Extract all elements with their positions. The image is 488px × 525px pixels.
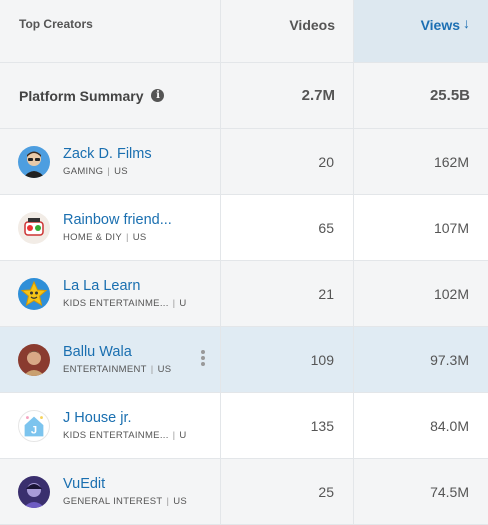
creator-views: 162M — [354, 129, 488, 195]
column-header-label: Views — [420, 17, 460, 33]
creator-views: 102M — [354, 261, 488, 327]
meta-separator: | — [107, 166, 111, 177]
creator-videos: 109 — [221, 327, 354, 393]
creator-country: U — [179, 430, 187, 441]
table-row-creator[interactable]: Rainbow friend... HOME & DIY | US — [0, 195, 221, 261]
table-row-creator[interactable]: VuEdit GENERAL INTEREST | US — [0, 459, 221, 525]
creator-country: US — [114, 166, 128, 177]
creator-views: 84.0M — [354, 393, 488, 459]
creator-info: J House jr. KIDS ENTERTAINME... | U — [63, 410, 187, 441]
creator-category: GENERAL INTEREST — [63, 496, 163, 507]
platform-summary-videos: 2.7M — [221, 63, 354, 129]
platform-summary-label: Platform Summary — [19, 87, 144, 104]
meta-separator: | — [125, 232, 129, 243]
person-face-icon — [23, 350, 45, 376]
creator-name-link[interactable]: La La Learn — [63, 278, 141, 294]
creator-views: 107M — [354, 195, 488, 261]
creator-videos: 21 — [221, 261, 354, 327]
creator-views: 97.3M — [354, 327, 488, 393]
meta-separator: | — [150, 364, 154, 375]
avatar — [18, 343, 50, 376]
creator-info: VuEdit GENERAL INTEREST | US — [63, 476, 187, 507]
creator-videos: 135 — [221, 393, 354, 459]
rainbow-friends-icon — [24, 217, 44, 236]
creator-category: GAMING — [63, 166, 104, 177]
avatar — [18, 277, 50, 310]
creator-country: US — [157, 364, 172, 375]
table-row-creator[interactable]: Ballu Wala ENTERTAINMENT | US — [0, 327, 221, 393]
creator-country: US — [173, 496, 188, 507]
creator-meta: KIDS ENTERTAINME... | U — [63, 298, 187, 309]
creator-category: KIDS ENTERTAINME... — [63, 430, 169, 441]
creator-info: La La Learn KIDS ENTERTAINME... | U — [63, 278, 187, 309]
table-row-creator[interactable]: J J House jr. KIDS ENTERTAINME... | U — [0, 393, 221, 459]
meta-separator: | — [166, 496, 170, 507]
avatar — [18, 475, 50, 508]
person-face-icon — [23, 151, 45, 178]
house-j-icon: J — [24, 415, 44, 436]
column-header-label: Videos — [289, 17, 335, 33]
creator-info: Zack D. Films GAMING | US — [63, 146, 152, 177]
meta-separator: | — [172, 430, 176, 441]
svg-text:J: J — [31, 424, 37, 436]
creator-name-link[interactable]: Rainbow friend... — [63, 212, 172, 228]
creator-info: Rainbow friend... HOME & DIY | US — [63, 212, 172, 243]
creator-category: HOME & DIY — [63, 232, 122, 243]
creator-name-link[interactable]: VuEdit — [63, 476, 106, 492]
creator-videos: 65 — [221, 195, 354, 261]
info-icon[interactable]: i — [151, 89, 165, 102]
creator-meta: KIDS ENTERTAINME... | U — [63, 430, 187, 441]
person-face-icon — [23, 482, 45, 508]
meta-separator: | — [172, 298, 176, 309]
table-row-creator[interactable]: La La Learn KIDS ENTERTAINME... | U — [0, 261, 221, 327]
more-options-icon[interactable] — [201, 350, 205, 366]
creator-meta: GAMING | US — [63, 166, 152, 177]
column-header-label: Top Creators — [19, 17, 93, 31]
creator-meta: GENERAL INTEREST | US — [63, 496, 187, 507]
creator-meta: HOME & DIY | US — [63, 232, 172, 243]
platform-summary-views: 25.5B — [354, 63, 488, 129]
creator-name-link[interactable]: J House jr. — [63, 410, 132, 426]
platform-summary-cell: Platform Summary i — [0, 63, 221, 129]
creator-category: ENTERTAINMENT — [63, 364, 147, 375]
table-row-creator[interactable]: Zack D. Films GAMING | US — [0, 129, 221, 195]
avatar — [18, 145, 50, 178]
creator-views: 74.5M — [354, 459, 488, 525]
sort-descending-icon: ↓ — [463, 15, 470, 31]
creator-name-link[interactable]: Zack D. Films — [63, 146, 152, 162]
creator-videos: 25 — [221, 459, 354, 525]
creator-country: U — [179, 298, 187, 309]
creator-name-link[interactable]: Ballu Wala — [63, 344, 132, 360]
avatar — [18, 211, 50, 244]
creator-country: US — [132, 232, 147, 243]
column-header-videos[interactable]: Videos — [221, 0, 354, 63]
creator-videos: 20 — [221, 129, 354, 195]
star-character-icon — [20, 280, 48, 306]
column-header-views[interactable]: Views ↓ — [354, 0, 488, 63]
creator-info: Ballu Wala ENTERTAINMENT | US — [63, 344, 171, 375]
avatar: J — [18, 409, 50, 442]
creator-meta: ENTERTAINMENT | US — [63, 364, 171, 375]
creator-category: KIDS ENTERTAINME... — [63, 298, 169, 309]
column-header-top-creators[interactable]: Top Creators — [0, 0, 221, 63]
